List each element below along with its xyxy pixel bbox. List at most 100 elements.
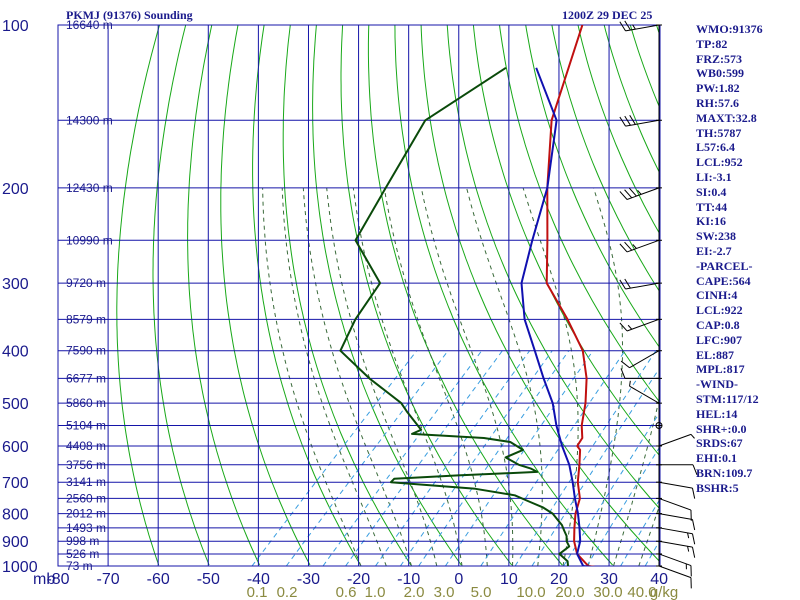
temperature-tick: -10: [397, 571, 420, 588]
wind-barb-half: [632, 24, 636, 30]
mixing-ratio-label: 10.0: [516, 584, 545, 600]
height-label: 5104 m: [66, 419, 106, 433]
height-label: 16640 m: [66, 18, 113, 32]
wind-barb-staff: [629, 385, 660, 404]
temperature-tick: -80: [46, 571, 69, 588]
wind-barb-staff: [626, 318, 660, 332]
wind-barb-flag: [624, 278, 631, 289]
height-label: 10990 m: [66, 233, 113, 247]
dry-adiabat: [551, 25, 660, 294]
wind-barb-staff: [625, 119, 660, 127]
dry-adiabat: [577, 25, 660, 236]
sounding-time: 1200Z 29 DEC 25: [562, 8, 653, 22]
height-label: 526 m: [66, 547, 99, 561]
wind-barb-half: [687, 532, 690, 539]
index-item: EI:-2.7: [696, 243, 732, 258]
dry-adiabat: [312, 25, 462, 566]
wind-barb-flag: [691, 519, 696, 531]
temperature-tick: -40: [247, 571, 270, 588]
index-item: TH:5787: [696, 125, 742, 140]
index-item: WB0:599: [696, 66, 744, 81]
height-label: 2012 m: [66, 507, 106, 521]
pressure-label: 800: [2, 507, 29, 524]
moist-adiabat: [326, 187, 438, 566]
temperature-tick: 30: [600, 571, 618, 588]
index-item: TP:82: [696, 36, 728, 51]
pressure-label: 700: [2, 475, 29, 492]
temperature-tick: -60: [147, 571, 170, 588]
index-item: -WIND-: [696, 377, 738, 392]
index-item: LCL:922: [696, 303, 743, 318]
wind-barb-flag: [624, 115, 631, 126]
height-label: 1493 m: [66, 521, 106, 535]
height-label: 5860 m: [66, 396, 106, 410]
pressure-label: 1000: [2, 559, 38, 576]
height-label: 998 m: [66, 534, 99, 548]
moist-adiabat: [613, 393, 660, 566]
temperature-tick: 10: [500, 571, 518, 588]
moist-adiabat: [638, 502, 660, 566]
wind-barb-staff: [626, 187, 660, 200]
dry-adiabat: [116, 25, 160, 566]
wind-barb-flag: [619, 243, 628, 253]
temperature-tick: -50: [197, 571, 220, 588]
mixing-ratio-label: 30.0: [593, 584, 622, 600]
mixing-ratio-label: 2.0: [404, 584, 425, 600]
wind-barb-flag: [691, 547, 696, 558]
pressure-label: 900: [2, 534, 29, 551]
index-item: SI:0.4: [696, 184, 727, 199]
index-item: HEL:14: [696, 406, 738, 421]
height-label: 4408 m: [66, 439, 106, 453]
station-title: PKMJ (91376) Sounding: [66, 8, 193, 22]
height-label: 7590 m: [66, 344, 106, 358]
wind-barb-staff: [626, 239, 660, 253]
index-item: SRDS:67: [696, 436, 743, 451]
wind-barb-flag: [619, 322, 628, 332]
index-item: SW:238: [696, 229, 737, 244]
wind-barb-flag: [691, 533, 696, 545]
mixing-ratio-label: 5.0: [471, 584, 492, 600]
wind-barb-flag: [619, 21, 626, 32]
dry-adiabat: [420, 25, 660, 563]
dry-adiabat: [603, 25, 660, 175]
wind-barb-staff: [658, 540, 693, 548]
index-panel: WMO:91376 TP:82 FRZ:573 WB0:599 PW:1.82 RH:57…: [696, 22, 800, 496]
moist-adiabat: [352, 187, 463, 566]
temperature-tick: 20: [550, 571, 568, 588]
index-item: SHR+:0.0: [696, 421, 747, 436]
pressure-label: 600: [2, 439, 29, 456]
wind-barb-staff: [629, 350, 660, 369]
index-item: LCL:952: [696, 155, 743, 170]
pressure-label: 400: [2, 344, 29, 361]
dry-adiabat: [282, 25, 412, 566]
temperature-tick: 0: [454, 571, 463, 588]
plot-frame: [57, 24, 661, 567]
wind-barb-flag: [620, 360, 630, 369]
index-item: RH:57.6: [696, 95, 739, 110]
height-label: 9720 m: [66, 276, 106, 290]
wind-barb-flag: [624, 189, 633, 199]
wind-barb-flag: [619, 116, 626, 127]
index-item: PW:1.82: [696, 81, 740, 96]
temperature-tick: -20: [347, 571, 370, 588]
index-item: CAPE:564: [696, 273, 751, 288]
index-item: KI:16: [696, 214, 726, 229]
wind-barb-staff: [625, 282, 660, 290]
mixing-ratio-label: 0.6: [336, 584, 357, 600]
dry-adiabat: [499, 25, 660, 404]
temperature-profile: [545, 25, 596, 566]
pressure-label: 500: [2, 396, 29, 413]
mixing-ratio-label: 0.2: [277, 584, 298, 600]
pressure-label: 200: [2, 181, 29, 198]
dry-adiabat: [152, 25, 210, 566]
pressure-label: 300: [2, 276, 29, 293]
index-item: TT:44: [696, 199, 728, 214]
index-item: CINH:4: [696, 288, 738, 303]
dry-adiabat: [252, 25, 361, 566]
height-label: 73 m: [66, 559, 93, 573]
dry-adiabat: [367, 25, 563, 566]
mixing-ratio-label: 3.0: [434, 584, 455, 600]
index-item: CAP:0.8: [696, 317, 740, 332]
index-item: LFC:907: [696, 332, 742, 347]
wind-barb-half: [637, 190, 642, 195]
